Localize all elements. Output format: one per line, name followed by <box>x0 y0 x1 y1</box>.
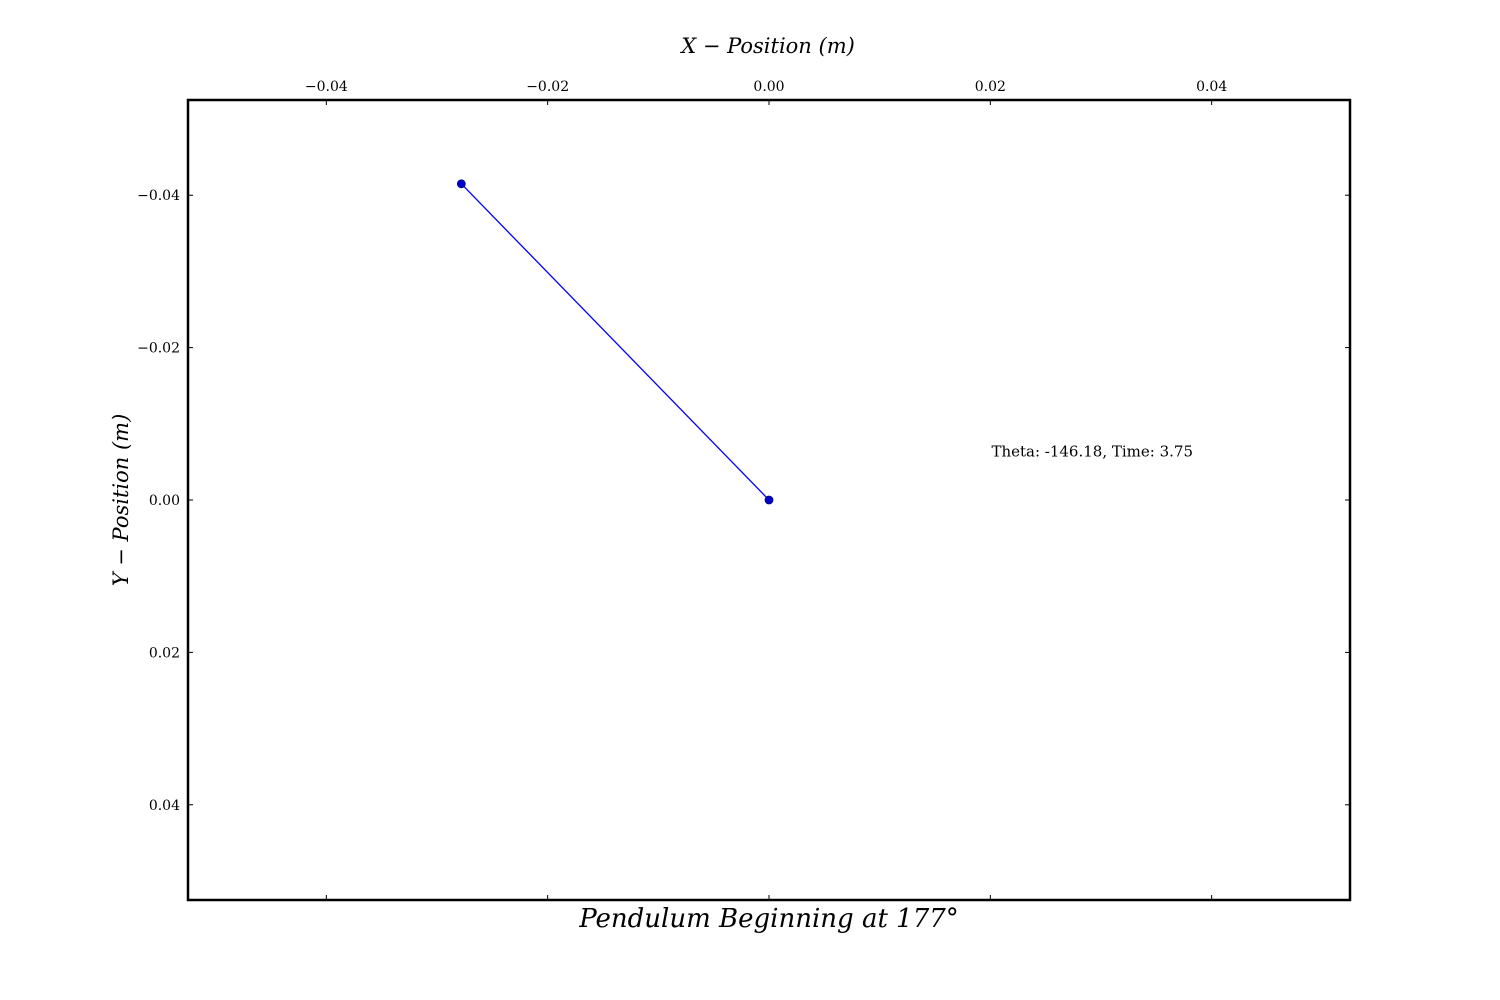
x-tick-label: 0.02 <box>975 79 1006 95</box>
plot-frame <box>186 98 1352 902</box>
series-layer <box>456 179 774 505</box>
y-tick-label: 0.04 <box>149 798 180 814</box>
x-tick-label: −0.02 <box>526 79 569 95</box>
x-tick-label: 0.04 <box>1196 79 1227 95</box>
pendulum-rod-line <box>460 183 770 501</box>
x-tick-label: −0.04 <box>305 79 348 95</box>
y-tick-label: 0.00 <box>149 493 180 509</box>
pendulum-point <box>764 495 774 505</box>
y-axis-title: Y − Position (m) <box>109 414 133 587</box>
pendulum-point <box>456 179 466 189</box>
x-axis-title: X − Position (m) <box>679 34 855 58</box>
chart-title: Pendulum Beginning at 177° <box>578 904 959 934</box>
y-tick-label: 0.02 <box>149 645 180 661</box>
theta-time-annotation: Theta: -146.18, Time: 3.75 <box>991 443 1193 461</box>
x-tick-label: 0.00 <box>753 79 784 95</box>
tick-labels: −0.04 −0.02 0.00 0.02 0.04 −0.04 −0.02 0.00 0.02… <box>137 79 1227 814</box>
y-tick-label: −0.04 <box>137 188 180 204</box>
y-tick-label: −0.02 <box>137 341 180 357</box>
